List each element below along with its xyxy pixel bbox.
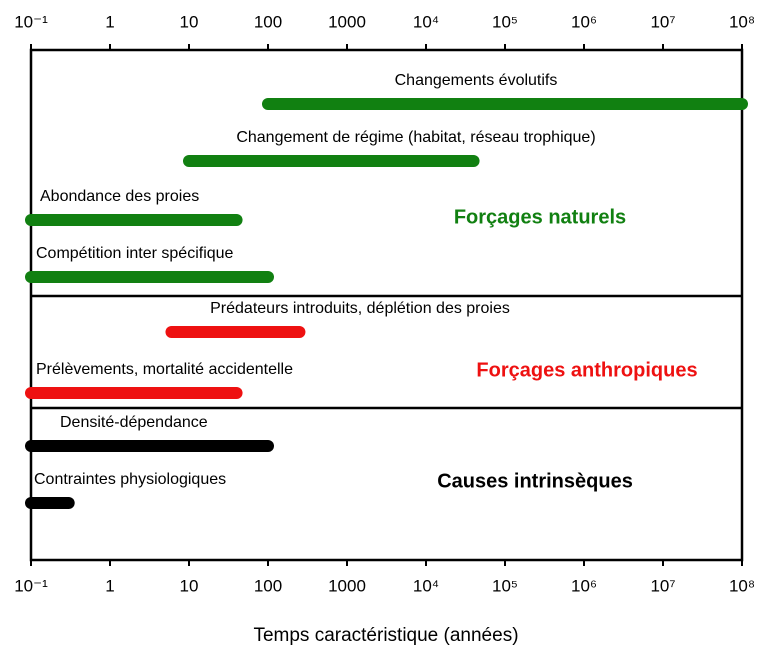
bar-label: Prédateurs introduits, déplétion des pro…	[210, 300, 510, 317]
x-axis-title: Temps caractéristique (années)	[253, 625, 518, 646]
x-tick-label-top: 10⁷	[650, 12, 675, 31]
x-tick-label: 10⁻¹	[14, 576, 48, 595]
x-tick-label-top: 10	[180, 12, 199, 31]
x-tick-label: 10⁸	[729, 576, 755, 595]
group-label: Forçages anthropiques	[476, 359, 697, 381]
bar-label: Changements évolutifs	[395, 72, 558, 89]
x-tick-label: 100	[254, 576, 282, 595]
x-tick-label-top: 10⁵	[492, 12, 518, 31]
group-label: Forçages naturels	[454, 206, 626, 228]
x-tick-label-top: 10⁴	[413, 12, 439, 31]
x-tick-label: 10⁴	[413, 576, 439, 595]
x-tick-label: 1	[105, 576, 114, 595]
x-tick-label-top: 10⁶	[571, 12, 597, 31]
bar-label: Densité-dépendance	[60, 414, 208, 431]
x-tick-label: 10⁷	[650, 576, 675, 595]
x-tick-label: 10	[180, 576, 199, 595]
x-tick-label: 1000	[328, 576, 366, 595]
x-tick-label-top: 10⁸	[729, 12, 755, 31]
x-tick-label-top: 100	[254, 12, 282, 31]
bar-label: Prélèvements, mortalité accidentelle	[36, 361, 293, 378]
plot-frame	[29, 48, 744, 562]
x-tick-label-top: 1	[105, 12, 114, 31]
x-tick-label-top: 10⁻¹	[14, 12, 48, 31]
bar-label: Changement de régime (habitat, réseau tr…	[236, 129, 595, 146]
x-tick-label: 10⁵	[492, 576, 518, 595]
bar-label: Compétition inter spécifique	[36, 245, 234, 262]
x-tick-label: 10⁶	[571, 576, 597, 595]
bar-label: Contraintes physiologiques	[34, 471, 226, 488]
bar-label: Abondance des proies	[40, 188, 199, 205]
x-tick-label-top: 1000	[328, 12, 366, 31]
group-label: Causes intrinsèques	[437, 470, 633, 492]
